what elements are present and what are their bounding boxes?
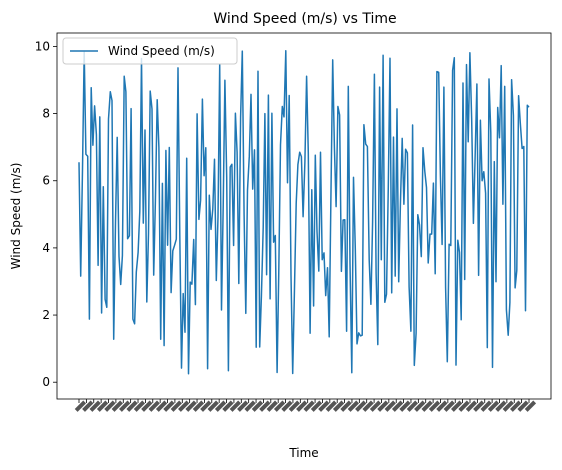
x-tick-label-39: [362, 400, 374, 412]
legend: Wind Speed (m/s): [62, 37, 238, 65]
x-tick-label-38: [355, 400, 367, 412]
plot-frame: [56, 32, 552, 400]
x-tick-label-2: [89, 400, 101, 412]
x-tick-label-48: [428, 400, 441, 412]
x-tick-label-28: [281, 400, 293, 412]
x-tick-label-20: [222, 400, 234, 412]
legend-box: [62, 37, 238, 65]
x-tick-label-15: [185, 400, 197, 412]
x-tick-label-5: [111, 400, 123, 412]
x-tick-label-49: [436, 400, 448, 412]
x-tick-label-3: [96, 400, 109, 412]
x-tick-label-22: [237, 400, 249, 412]
x-tick-label-10: [148, 400, 160, 412]
x-tick-label-25: [259, 400, 271, 412]
y-tick-label-4: 4: [42, 241, 50, 255]
x-tick-label-34: [325, 400, 337, 412]
x-tick-label-33: [318, 400, 330, 412]
x-tick-label-26: [266, 400, 278, 412]
x-tick-label-61: [524, 400, 537, 412]
x-tick-label-16: [192, 400, 205, 412]
x-tick-label-56: [487, 400, 500, 412]
x-tick-label-60: [517, 400, 529, 412]
x-tick-label-47: [421, 400, 433, 412]
x-tick-label-43: [391, 400, 404, 412]
x-tick-label-57: [495, 400, 507, 412]
x-tick-label-21: [229, 400, 241, 412]
chart-title: Wind Speed (m/s) vs Time: [213, 11, 396, 27]
series-layer: [78, 50, 530, 375]
y-tick-label-2: 2: [42, 308, 50, 322]
legend-entry: Wind Speed (m/s): [108, 44, 215, 58]
x-tick-label-17: [200, 400, 212, 412]
x-tick-label-7: [126, 400, 138, 412]
x-tick-label-40: [369, 400, 382, 412]
x-tick-label-51: [450, 400, 463, 412]
x-tick-label-36: [340, 400, 352, 412]
x-tick-label-6: [119, 400, 131, 412]
x-tick-label-44: [399, 400, 411, 412]
x-tick-label-58: [502, 400, 514, 412]
x-tick-label-53: [465, 400, 478, 412]
x-tick-label-55: [480, 400, 492, 412]
x-tick-label-30: [296, 400, 308, 412]
x-tick-label-32: [310, 400, 323, 412]
x-tick-label-24: [251, 400, 264, 412]
x-tick-label-14: [178, 400, 190, 412]
x-tick-label-52: [458, 400, 470, 412]
y-tick-label-6: 6: [42, 174, 50, 188]
x-tick-label-19: [214, 400, 227, 412]
x-tick-label-1: [82, 400, 94, 412]
y-tick-label-8: 8: [42, 107, 50, 121]
x-tick-label-27: [273, 400, 286, 412]
x-tick-label-59: [510, 400, 522, 412]
x-tick-label-0: [74, 400, 87, 412]
x-tick-label-46: [414, 400, 426, 412]
y-axis: 0 2 4 6 8 10: [35, 39, 57, 389]
x-axis-label: Time: [288, 446, 318, 460]
x-tick-label-13: [170, 400, 182, 412]
x-tick-label-45: [406, 400, 419, 412]
x-tick-label-23: [244, 400, 256, 412]
x-tick-label-50: [443, 400, 455, 412]
y-axis-label: Wind Speed (m/s): [9, 163, 23, 270]
x-tick-label-29: [288, 400, 301, 412]
x-tick-label-41: [377, 400, 389, 412]
x-tick-label-8: [133, 400, 146, 412]
x-axis: [74, 399, 537, 412]
x-tick-label-35: [332, 400, 345, 412]
x-tick-label-54: [473, 400, 485, 412]
y-tick-label-10: 10: [35, 39, 50, 53]
y-tick-label-0: 0: [42, 375, 50, 389]
x-tick-label-37: [347, 400, 360, 412]
x-tick-label-4: [104, 400, 116, 412]
series-line-wind-speed: [78, 50, 530, 375]
x-tick-label-31: [303, 400, 315, 412]
x-tick-label-12: [163, 400, 175, 412]
plot-area: [56, 32, 552, 400]
x-tick-label-18: [207, 400, 219, 412]
x-tick-label-11: [155, 400, 168, 412]
x-tick-label-9: [141, 400, 153, 412]
x-tick-label-42: [384, 400, 396, 412]
